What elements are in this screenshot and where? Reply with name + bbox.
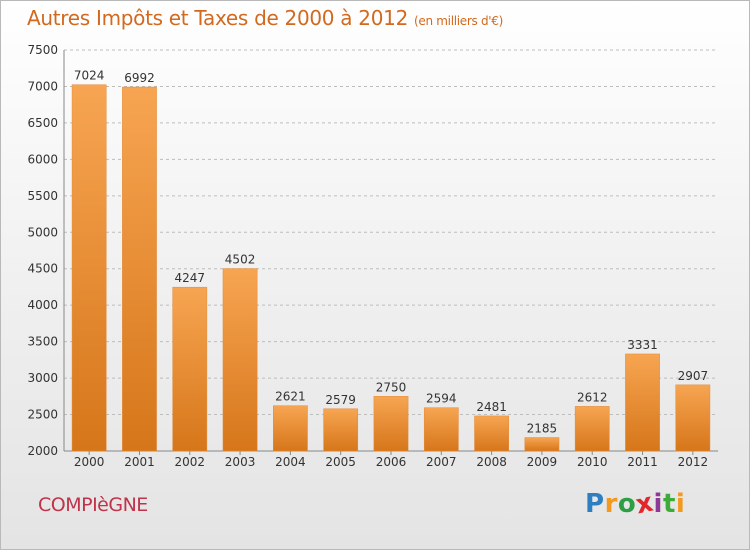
data-label-2001: 6992	[124, 71, 155, 85]
data-label-2009: 2185	[527, 422, 558, 436]
x-tick-label: 2007	[426, 455, 457, 469]
x-tick-label: 2004	[275, 455, 306, 469]
y-tick-label: 3000	[27, 371, 58, 385]
x-tick-label: 2001	[124, 455, 155, 469]
city-name: COMPIèGNE	[38, 494, 148, 516]
bar-2010	[574, 406, 610, 452]
logo-letter: i	[653, 489, 663, 519]
logo-letter: t	[662, 489, 676, 519]
x-tick-label: 2003	[225, 455, 256, 469]
bar-2009	[524, 437, 560, 452]
y-tick-label: 6000	[27, 152, 58, 166]
x-tick-label: 2010	[577, 455, 608, 469]
x-tick-label: 2012	[678, 455, 709, 469]
bar-2005	[323, 408, 359, 452]
data-label-2010: 2612	[577, 390, 608, 404]
data-label-2003: 4502	[225, 253, 256, 267]
chart-title: Autres Impôts et Taxes de 2000 à 2012 (en…	[27, 6, 503, 30]
y-tick-label: 5000	[27, 225, 58, 239]
bar-2003	[222, 268, 258, 452]
bar-2000	[71, 84, 107, 452]
data-label-2000: 7024	[74, 69, 105, 83]
x-tick-label: 2002	[174, 455, 205, 469]
data-label-2002: 4247	[174, 271, 205, 285]
x-tick-label: 2000	[74, 455, 105, 469]
data-label-2007: 2594	[426, 392, 457, 406]
bar-2001	[122, 86, 157, 452]
bar-2008	[474, 415, 509, 452]
data-label-2011: 3331	[627, 338, 658, 352]
y-tick-label: 7000	[27, 79, 58, 93]
bar-2011	[625, 353, 660, 452]
data-label-2012: 2907	[678, 369, 709, 383]
x-tick-label: 2008	[476, 455, 507, 469]
y-tick-label: 2000	[27, 444, 58, 458]
x-tick-label: 2009	[527, 455, 558, 469]
x-tick-label: 2005	[325, 455, 356, 469]
data-label-2005: 2579	[325, 393, 356, 407]
chart-title-text: Autres Impôts et Taxes de 2000 à 2012	[27, 6, 408, 30]
bar-2012	[675, 384, 711, 452]
x-tick-label: 2006	[376, 455, 407, 469]
bar-2006	[373, 396, 409, 452]
logo-letter: r	[604, 489, 618, 519]
y-tick-label: 7500	[27, 43, 58, 57]
bar-2002	[172, 286, 208, 452]
y-tick-label: 2500	[27, 408, 58, 422]
data-labels: 7024 6992 4247 4502 2621 2579 2750 2594 2481 2185…	[74, 69, 708, 436]
bar-2004	[273, 405, 308, 452]
x-tick-label: 2011	[627, 455, 658, 469]
bars	[71, 84, 711, 452]
logo-letter: P	[585, 489, 605, 519]
y-tick-label: 6500	[27, 116, 58, 130]
logo-letter: i	[675, 489, 686, 519]
y-tick-label: 4000	[27, 298, 58, 312]
bar-2007	[423, 407, 459, 452]
chart-unit: (en milliers d'€)	[414, 14, 504, 28]
data-label-2008: 2481	[476, 400, 507, 414]
data-label-2006: 2750	[376, 380, 407, 394]
y-tick-label: 3500	[27, 335, 58, 349]
y-tick-label: 5500	[27, 189, 58, 203]
logo-letter: o	[617, 489, 637, 519]
proxiti-logo[interactable]: Proxiti	[585, 488, 686, 521]
data-label-2004: 2621	[275, 390, 306, 404]
y-tick-label: 4500	[27, 262, 58, 276]
